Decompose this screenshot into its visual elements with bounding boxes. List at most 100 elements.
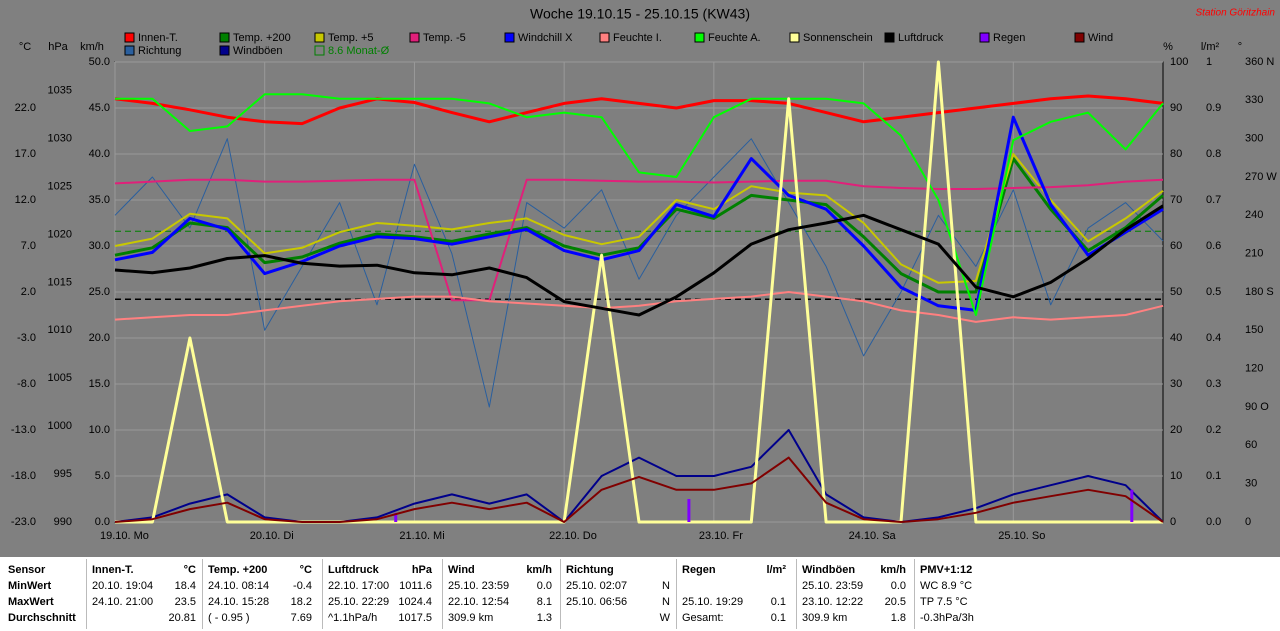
y-tick-label: -23.0 <box>11 516 36 528</box>
cell-text: 309.9 km <box>802 612 848 624</box>
cell-text: 23.10. 12:22 <box>802 596 864 608</box>
y-tick-label: 100 <box>1170 56 1188 68</box>
y-tick-label: -8.0 <box>17 378 36 390</box>
y-tick-label: 0.8 <box>1206 148 1221 160</box>
cell-text: 25.10. 23:59 <box>448 580 510 592</box>
x-tick-label: 19.10. Mo <box>100 530 149 542</box>
cell-value: 18.4 <box>174 580 196 592</box>
cell-text: 25.10. 22:29 <box>328 596 390 608</box>
y-tick-label: 330 <box>1245 94 1263 106</box>
y-tick-label: 0.2 <box>1206 424 1221 436</box>
legend-swatch <box>504 32 515 43</box>
y-tick-label: 1005 <box>48 372 72 384</box>
column-separator <box>676 559 677 629</box>
legend-swatch <box>789 32 800 43</box>
column-unit: km/h <box>526 564 552 576</box>
y-tick-label: 0.7 <box>1206 194 1221 206</box>
y-tick-label: 20 <box>1170 424 1182 436</box>
y-tick-label: 45.0 <box>89 102 110 114</box>
column-separator <box>322 559 323 629</box>
column-header: Wind <box>448 564 475 576</box>
column-header: Innen-T. <box>92 564 134 576</box>
y-tick-label: 60 <box>1245 439 1257 451</box>
column-separator <box>202 559 203 629</box>
cell-value: N <box>662 580 670 592</box>
y-tick-label: 0.3 <box>1206 378 1221 390</box>
column-header: Regen <box>682 564 716 576</box>
series-line <box>114 291 1164 323</box>
legend-swatch <box>124 45 135 56</box>
legend-swatch <box>409 32 420 43</box>
legend-label: Feuchte A. <box>708 32 761 44</box>
column-separator <box>86 559 87 629</box>
y-tick-label: 1020 <box>48 228 72 240</box>
column-unit: km/h <box>880 564 906 576</box>
series-line <box>114 178 1164 302</box>
cell-value: N <box>662 596 670 608</box>
y-tick-label: 90 O <box>1245 401 1269 413</box>
cell-value: 1.8 <box>890 612 906 624</box>
legend-label: Luftdruck <box>898 32 944 44</box>
axis-unit: °C <box>19 41 31 53</box>
legend-label: Feuchte I. <box>613 32 662 44</box>
legend-label: Temp. -5 <box>423 32 466 44</box>
rain-bar <box>687 499 691 522</box>
y-tick-label: 1010 <box>48 324 72 336</box>
legend-swatch <box>219 45 230 56</box>
cell-value: W <box>659 612 670 624</box>
column-separator <box>914 559 915 629</box>
column-header: Temp. +200 <box>208 564 268 576</box>
cell-text: 24.10. 21:00 <box>92 596 154 608</box>
cell-text: 25.10. 02:07 <box>566 580 628 592</box>
y-tick-label: 30.0 <box>89 240 110 252</box>
cell-text: 22.10. 17:00 <box>328 580 390 592</box>
legend-label: 8.6 Monat-Ø <box>328 45 390 57</box>
y-tick-label: -3.0 <box>17 332 36 344</box>
y-tick-label: 150 <box>1245 324 1263 336</box>
column-separator <box>796 559 797 629</box>
x-tick-label: 24.10. Sa <box>849 530 897 542</box>
y-tick-label: 0 <box>1245 516 1251 528</box>
y-tick-label: 0.5 <box>1206 286 1221 298</box>
series-line <box>114 456 1164 523</box>
y-tick-label: 80 <box>1170 148 1182 160</box>
y-tick-label: 0.6 <box>1206 240 1221 252</box>
y-tick-label: 995 <box>54 468 72 480</box>
legend-swatch <box>599 32 610 43</box>
column-separator <box>442 559 443 629</box>
x-tick-label: 22.10. Do <box>549 530 597 542</box>
y-tick-label: 210 <box>1245 248 1263 260</box>
chart: Woche 19.10.15 - 25.10.15 (KW43) Station… <box>10 5 1278 542</box>
y-tick-label: 22.0 <box>15 102 36 114</box>
legend-label: Richtung <box>138 45 181 57</box>
y-tick-label: 120 <box>1245 363 1263 375</box>
axis-unit: l/m² <box>1201 41 1220 53</box>
column-unit: °C <box>299 564 312 576</box>
y-tick-label: -18.0 <box>11 470 36 482</box>
y-tick-label: 240 <box>1245 209 1263 221</box>
cell-text: 25.10. 06:56 <box>566 596 628 608</box>
column-unit: l/m² <box>766 564 786 576</box>
cell-value: 0.0 <box>890 580 906 592</box>
cell-text: 24.10. 15:28 <box>208 596 270 608</box>
x-tick-label: 23.10. Fr <box>699 530 743 542</box>
x-tick-label: 20.10. Di <box>250 530 294 542</box>
cell-value: 8.1 <box>536 596 552 608</box>
column-separator <box>560 559 561 629</box>
row-label: Durchschnitt <box>8 612 76 624</box>
y-tick-label: 0.0 <box>95 516 110 528</box>
y-tick-label: 15.0 <box>89 378 110 390</box>
y-tick-label: 270 W <box>1245 171 1277 183</box>
row-label: Sensor <box>8 564 46 576</box>
rain-bar <box>394 512 398 522</box>
series-line <box>114 94 1164 126</box>
y-tick-label: 10 <box>1170 470 1182 482</box>
y-tick-label: 1035 <box>48 85 72 97</box>
column-header: Richtung <box>566 564 614 576</box>
cell-value: 1011.6 <box>399 580 432 592</box>
cell-value: 0.0 <box>536 580 552 592</box>
cell-value: 7.69 <box>290 612 312 624</box>
cell-text: -0.3hPa/3h <box>920 612 974 624</box>
y-tick-label: 20.0 <box>89 332 110 344</box>
